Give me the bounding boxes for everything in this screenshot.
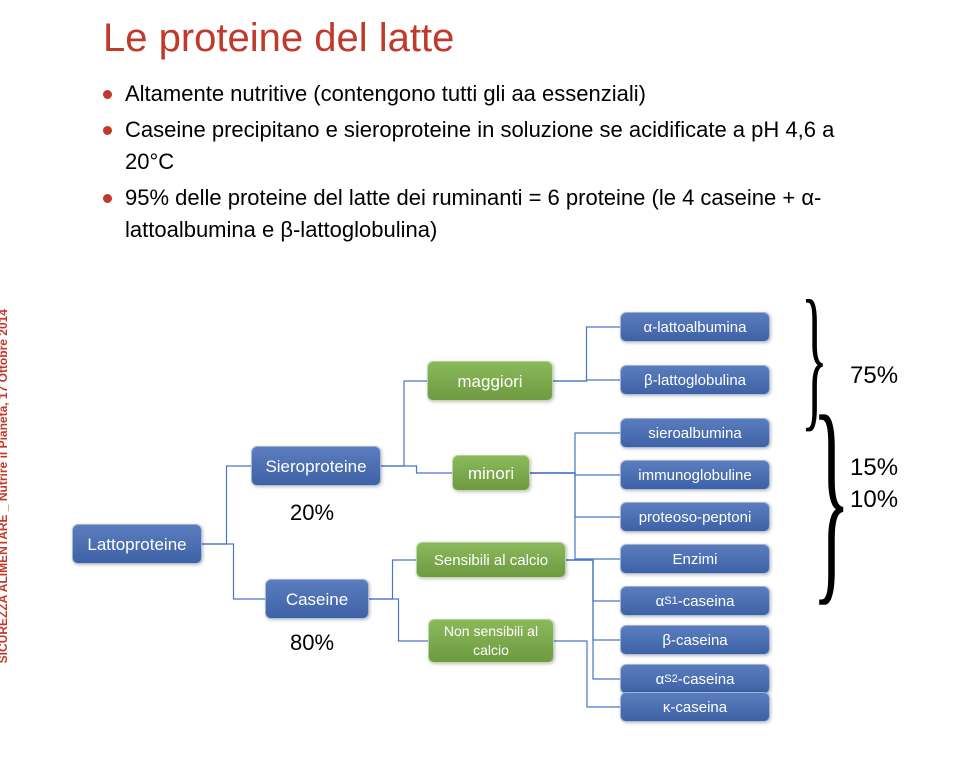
node-latto: Lattoproteine (72, 524, 202, 564)
node-minori: minori (452, 455, 530, 491)
node-proteoso: proteoso-peptoni (620, 502, 770, 532)
node-sensibili: Sensibili al calcio (416, 542, 566, 578)
pct-10: 10% (850, 486, 898, 514)
sidebar-caption: SALONE INTERNAZIONALE DELLA RICERCA, INN… (0, 303, 10, 670)
edge-minori-immuno (530, 473, 620, 475)
sidebar-line2: SICUREZZA ALIMENTARE _ Nutrire il Pianet… (0, 309, 10, 663)
bullet-1: Caseine precipitano e sieroproteine in s… (103, 114, 863, 178)
edge-minori-proteoso (530, 473, 620, 517)
edge-maggiori-blatto (553, 380, 620, 381)
node-siero: Sieroproteine (251, 446, 381, 486)
node-sieroalb: sieroalbumina (620, 418, 770, 448)
node-alatto: α-lattoalbumina (620, 312, 770, 342)
pct-80: 80% (290, 630, 334, 656)
edge-sensibili-as2 (566, 560, 620, 679)
node-immuno: immunoglobuline (620, 460, 770, 490)
edge-latto-siero (202, 466, 251, 544)
edge-siero-minori (381, 466, 452, 473)
node-as2: αS2-caseina (620, 664, 770, 694)
edge-latto-caseine (202, 544, 265, 599)
bullet-2: 95% delle proteine del latte dei ruminan… (103, 182, 863, 246)
pct-15: 15% (850, 454, 898, 482)
node-enzimi: Enzimi (620, 544, 770, 574)
node-blatto: β-lattoglobulina (620, 365, 770, 395)
edge-sensibili-beta (566, 560, 620, 640)
pct-20: 20% (290, 500, 334, 526)
edge-caseine-sensibili (369, 560, 416, 599)
node-beta: β-caseina (620, 625, 770, 655)
edge-maggiori-alatto (553, 327, 620, 381)
edge-minori-sieroalb (530, 433, 620, 473)
node-caseine: Caseine (265, 579, 369, 619)
bullet-list: Altamente nutritive (contengono tutti gl… (103, 78, 863, 250)
node-maggiori: maggiori (427, 361, 553, 401)
edge-caseine-nonsensibili (369, 599, 428, 641)
brace-bottom: } (812, 382, 851, 612)
node-nonsensibili: Non sensibili al calcio (428, 619, 554, 663)
node-kappa: κ-caseina (620, 692, 770, 722)
bullet-0: Altamente nutritive (contengono tutti gl… (103, 78, 863, 110)
node-as1: αS1-caseina (620, 586, 770, 616)
slide-title: Le proteine del latte (103, 16, 454, 61)
edge-sensibili-as1 (566, 560, 620, 601)
pct-75: 75% (850, 362, 898, 390)
edge-nonsensibili-kappa (554, 641, 620, 707)
edge-siero-maggiori (381, 381, 427, 466)
